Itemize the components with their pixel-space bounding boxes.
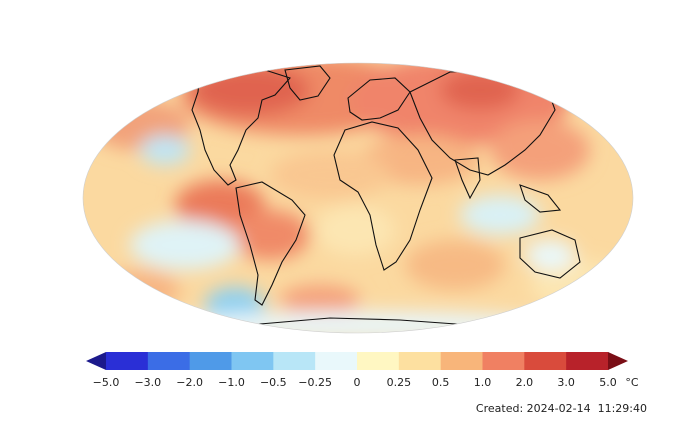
colorbar-tick-label: 2.0 xyxy=(516,376,534,389)
colorbar-tick-label: −2.0 xyxy=(176,376,203,389)
created-date: 2024-02-14 xyxy=(526,402,591,415)
colorbar-tick-label: −0.5 xyxy=(260,376,287,389)
colorbar-bin xyxy=(524,352,567,370)
created-label: Created: xyxy=(475,402,524,415)
coast-india xyxy=(454,157,481,200)
anomaly-map xyxy=(82,62,634,334)
coast-southeast-asia xyxy=(519,184,562,213)
colorbar-tick-label: 5.0 xyxy=(599,376,617,389)
coast-south-america xyxy=(235,181,306,306)
coast-africa xyxy=(333,121,433,271)
colorbar-bin xyxy=(482,352,525,370)
map-frame xyxy=(82,62,634,334)
colorbar-bin xyxy=(398,352,442,370)
colorbar-tick-label: 0.5 xyxy=(432,376,450,389)
colorbar-bin xyxy=(147,352,191,370)
colorbar-extend-high xyxy=(608,352,628,370)
coast-greenland xyxy=(284,65,331,101)
coast-europe xyxy=(347,77,411,121)
created-timestamp: Created: 2024-02-14 11:29:40 xyxy=(476,402,647,415)
colorbar-bin xyxy=(566,352,609,370)
created-time: 11:29:40 xyxy=(597,402,647,415)
colorbar-tick-label: 0.25 xyxy=(387,376,412,389)
colorbar-tick-label: −3.0 xyxy=(134,376,161,389)
colorbar-bin xyxy=(106,352,149,370)
colorbar-tick-label: 1.0 xyxy=(474,376,492,389)
colorbar-tick-label: −1.0 xyxy=(218,376,245,389)
coast-australia xyxy=(519,229,581,279)
map-svg xyxy=(82,62,634,334)
colorbar-bin xyxy=(189,352,232,370)
anomaly-field xyxy=(83,63,633,333)
colorbar-svg: −5.0 −3.0 −2.0 −1.0 −0.5 −0.25 0 0.25 0.5 1.0 2.0 3… xyxy=(86,352,639,389)
colorbar-tick-label: 0 xyxy=(354,376,361,389)
colorbar-bin xyxy=(440,352,483,370)
colorbar-bin xyxy=(315,352,358,370)
colorbar-unit: °C xyxy=(625,376,639,389)
colorbar-bin xyxy=(231,352,274,370)
colorbar-bin xyxy=(357,352,400,370)
colorbar-extend-low xyxy=(86,352,106,370)
colorbar: −5.0 −3.0 −2.0 −1.0 −0.5 −0.25 0 0.25 0.5 1.0 2.0 3… xyxy=(0,340,673,400)
coast-north-america xyxy=(191,64,291,186)
colorbar-bin xyxy=(273,352,316,370)
colorbar-tick-label: −0.25 xyxy=(298,376,332,389)
colorbar-tick-label: 3.0 xyxy=(557,376,575,389)
colorbar-tick-label: −5.0 xyxy=(93,376,120,389)
